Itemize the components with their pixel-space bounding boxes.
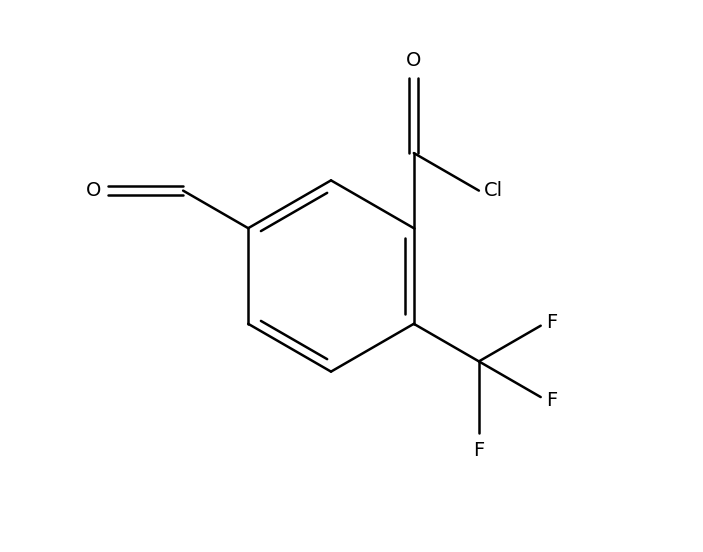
Text: F: F (546, 391, 557, 410)
Text: Cl: Cl (484, 181, 503, 200)
Text: O: O (406, 51, 422, 70)
Text: F: F (473, 441, 484, 460)
Text: F: F (546, 313, 557, 332)
Text: O: O (86, 181, 101, 200)
